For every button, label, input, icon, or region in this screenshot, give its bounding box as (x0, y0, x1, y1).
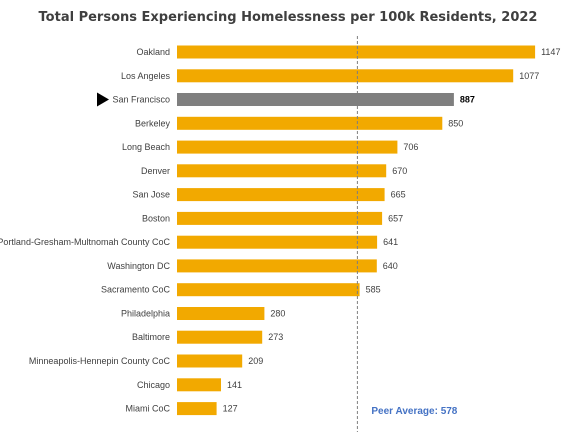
category-label-10: Sacramento CoC (101, 285, 171, 295)
category-label-11: Philadelphia (121, 309, 170, 319)
value-label-0: 1147 (541, 47, 560, 57)
bar-7 (177, 211, 383, 225)
bar-6 (177, 188, 385, 202)
category-label-7: Boston (142, 213, 170, 223)
bar-9 (177, 259, 377, 273)
category-label-8: Portland-Gresham-Multnomah County CoC (0, 237, 170, 247)
value-label-1: 1077 (519, 71, 539, 81)
bar-8 (177, 235, 378, 249)
value-label-14: 141 (227, 380, 242, 390)
value-label-8: 641 (383, 237, 398, 247)
value-label-13: 209 (248, 356, 263, 366)
category-label-5: Denver (141, 166, 170, 176)
category-label-14: Chicago (137, 380, 170, 390)
value-label-9: 640 (383, 261, 398, 271)
bar-14 (177, 378, 221, 392)
bar-15 (177, 402, 217, 416)
value-label-2: 887 (460, 95, 475, 105)
value-label-11: 280 (270, 309, 285, 319)
bar-11 (177, 307, 265, 320)
category-label-1: Los Angeles (121, 71, 171, 81)
value-label-12: 273 (268, 332, 283, 342)
bar-10 (177, 283, 360, 297)
value-label-4: 706 (403, 142, 418, 152)
category-label-2: San Francisco (112, 95, 170, 105)
bar-2 (177, 93, 454, 106)
category-label-12: Baltimore (132, 332, 170, 342)
peer-average-label: Peer Average: 578 (371, 406, 457, 417)
bar-4 (177, 140, 398, 154)
bar-0 (177, 45, 536, 59)
value-label-15: 127 (223, 404, 238, 414)
bar-13 (177, 354, 243, 368)
bar-3 (177, 116, 443, 130)
category-label-4: Long Beach (122, 142, 170, 152)
value-label-10: 585 (366, 285, 381, 295)
category-label-15: Miami CoC (125, 404, 170, 414)
bar-12 (177, 330, 263, 344)
category-label-6: San Jose (132, 190, 170, 200)
value-label-5: 670 (392, 166, 407, 176)
highlight-marker-icon (97, 92, 109, 107)
bar-5 (177, 164, 387, 178)
category-label-9: Washington DC (107, 261, 170, 271)
category-label-3: Berkeley (135, 118, 171, 128)
value-label-7: 657 (388, 213, 403, 223)
bars-layer: Oakland 1147 Los Angeles 1077 San Francisco 8… (0, 45, 560, 416)
category-label-0: Oakland (136, 47, 170, 57)
category-label-13: Minneapolis-Hennepin County CoC (29, 356, 171, 366)
value-label-3: 850 (448, 118, 463, 128)
value-label-6: 665 (391, 190, 406, 200)
chart-title: Total Persons Experiencing Homelessness … (38, 10, 538, 25)
bar-1 (177, 69, 514, 83)
